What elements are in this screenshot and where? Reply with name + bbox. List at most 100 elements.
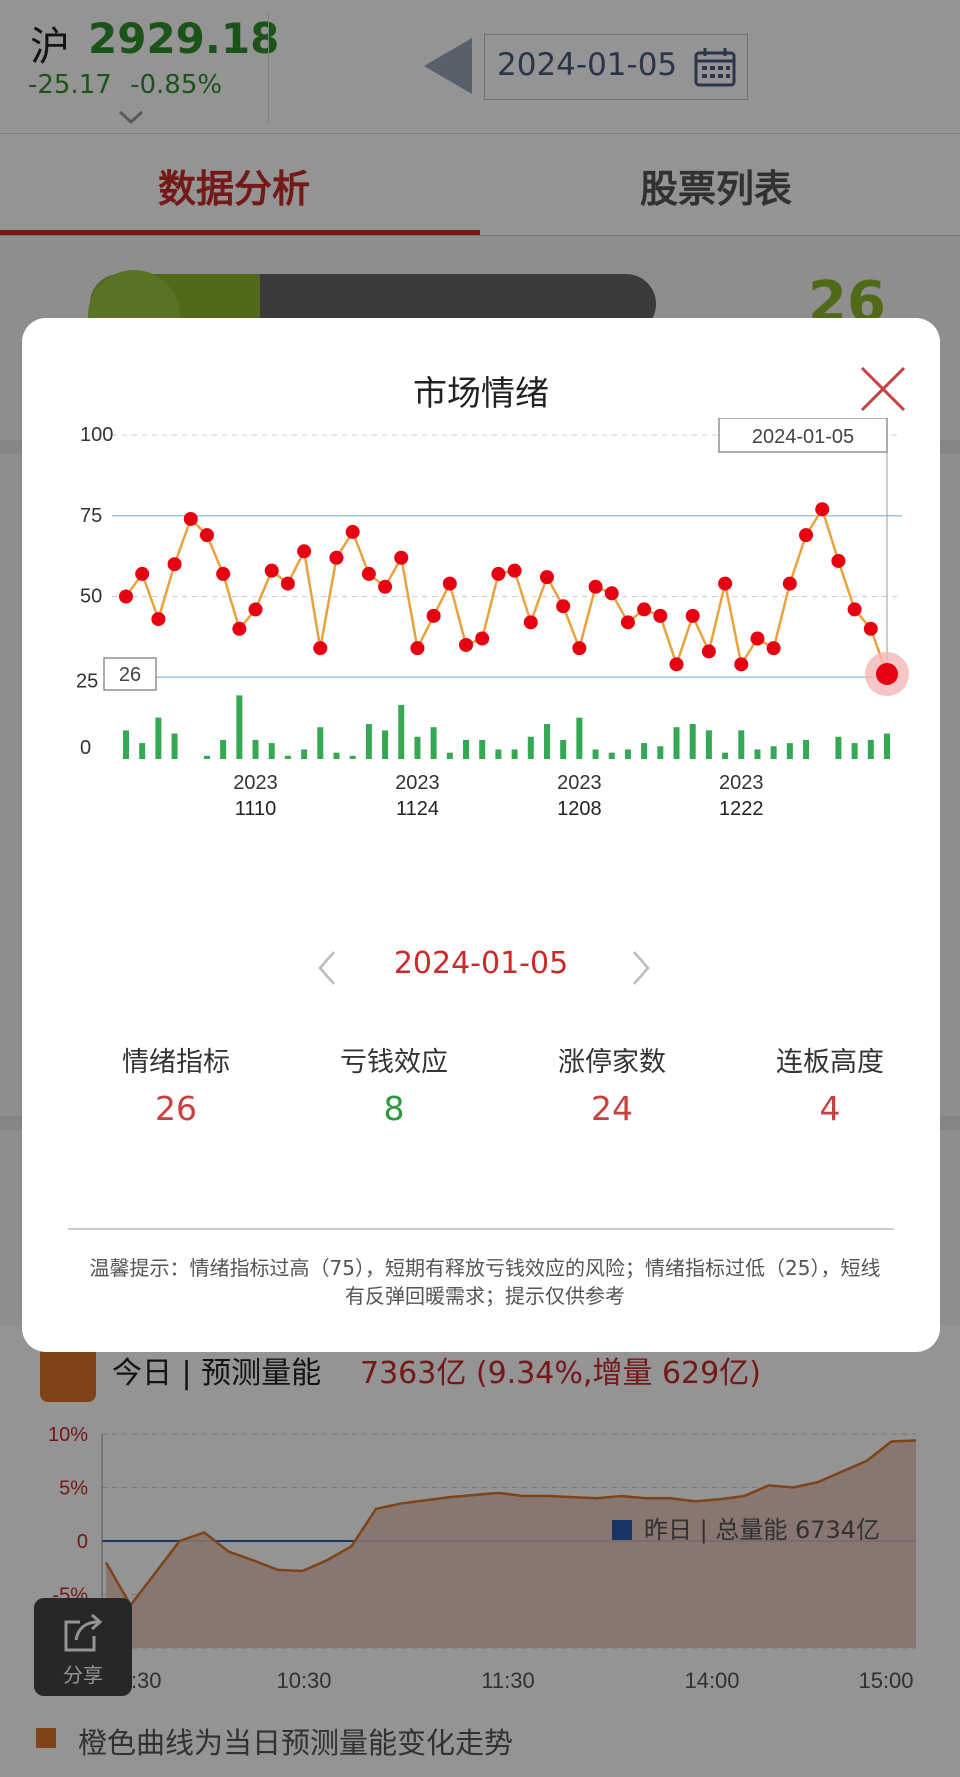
volume-bar: [463, 739, 470, 759]
volume-bar: [479, 739, 486, 759]
stat-value: 4: [819, 1089, 841, 1128]
date-picker[interactable]: 2024-01-05: [484, 34, 748, 100]
x-tick-year: 2023: [719, 772, 764, 794]
data-point: [718, 576, 733, 591]
data-point: [507, 563, 522, 578]
volume-bar: [560, 739, 567, 759]
tooltip-date-text: 2024-01-05: [752, 426, 854, 448]
data-point: [572, 641, 587, 656]
volume-bar: [689, 724, 696, 759]
stat-label: 亏钱效应: [340, 1047, 448, 1078]
volume-footnote: 橙色曲线为当日预测量能变化走势: [78, 1726, 514, 1760]
data-point: [167, 557, 182, 572]
data-point: [280, 576, 295, 591]
stat-label: 情绪指标: [122, 1047, 230, 1078]
volume-bar: [268, 743, 275, 759]
share-button[interactable]: 分享: [34, 1598, 132, 1696]
calendar-icon: [694, 48, 736, 87]
volume-bar: [592, 749, 599, 759]
data-point: [863, 621, 878, 636]
data-point: [232, 621, 247, 636]
current-value-box: [103, 657, 157, 691]
tab-stock-list[interactable]: 股票列表: [640, 167, 793, 211]
volume-bar: [495, 749, 502, 759]
data-point: [750, 631, 765, 646]
volume-y-tick: 0: [77, 1531, 88, 1553]
data-point: [459, 637, 474, 652]
volume-bar: [608, 752, 615, 759]
x-tick-year: 2023: [557, 772, 602, 794]
volume-bar: [333, 752, 340, 759]
volume-bar: [301, 749, 308, 759]
volume-y-tick: 5%: [59, 1478, 88, 1500]
footnote-swatch: [36, 1728, 56, 1748]
index-value: 2929.18: [88, 14, 280, 63]
volume-bar: [511, 749, 518, 759]
current-value-label: 26: [119, 664, 141, 686]
data-point: [151, 612, 166, 627]
current-data-point: [876, 663, 898, 686]
tooltip-date-box: [718, 418, 888, 453]
stat-value: 8: [383, 1089, 405, 1128]
sentiment-chart[interactable]: 100 75 50 25 0 2024-01-05 26 2023 1110 2023 1124 20…: [22, 418, 940, 858]
close-icon[interactable]: [858, 364, 908, 414]
index-change-pct: -0.85%: [130, 70, 223, 100]
volume-bar: [155, 717, 162, 759]
data-point: [799, 528, 814, 543]
volume-bar: [867, 739, 874, 759]
stat-sentiment-index: 情绪指标 26: [67, 1040, 285, 1128]
active-tab-indicator: [0, 230, 480, 235]
y-tick-label: 75: [80, 505, 102, 527]
volume-value: 7363亿 (9.34%,增量 629亿): [360, 1356, 761, 1391]
stat-limit-up-count: 涨停家数 24: [503, 1040, 721, 1128]
previous-date-icon[interactable]: [424, 38, 472, 94]
tab-bar: 数据分析 股票列表: [0, 134, 960, 236]
previous-day-icon[interactable]: [312, 948, 342, 988]
data-point: [815, 502, 830, 517]
data-point: [701, 644, 716, 659]
volume-bar: [252, 739, 259, 759]
tab-data-analysis[interactable]: 数据分析: [158, 167, 311, 211]
x-tick-date: 1124: [396, 798, 439, 820]
next-day-icon[interactable]: [626, 948, 656, 988]
volume-bar: [884, 733, 890, 759]
volume-y-tick: 10%: [48, 1424, 88, 1446]
index-change-abs: -25.17: [28, 70, 112, 100]
stat-value: 26: [155, 1089, 197, 1128]
volume-bar: [722, 752, 729, 759]
data-point: [669, 657, 684, 672]
volume-bar: [284, 755, 291, 759]
volume-bar: [543, 724, 550, 759]
y-tick-label: 100: [80, 424, 113, 446]
volume-bar: [641, 743, 648, 759]
data-point: [199, 528, 214, 543]
volume-bar: [673, 727, 680, 759]
volume-bar: [317, 727, 324, 759]
y-tick-label: 0: [80, 737, 91, 759]
index-name: 沪: [30, 24, 70, 70]
data-point: [734, 657, 749, 672]
volume-bar: [349, 755, 356, 759]
data-point: [361, 566, 376, 581]
volume-bar: [527, 736, 534, 759]
volume-bar: [382, 730, 389, 759]
data-point: [556, 599, 571, 614]
data-point: [475, 631, 490, 646]
volume-bar: [139, 743, 146, 759]
volume-bar: [414, 736, 421, 759]
volume-bar: [803, 739, 810, 759]
stats-row: 情绪指标 26 亏钱效应 8 涨停家数 24 连板高度 4: [22, 1040, 940, 1140]
share-label: 分享: [63, 1663, 103, 1687]
data-point: [410, 641, 425, 656]
yesterday-volume-legend: 昨日 | 总量能 6734亿: [612, 1510, 880, 1545]
data-point: [248, 602, 263, 617]
data-point: [766, 641, 781, 656]
x-tick-date: 1208: [557, 798, 602, 820]
chevron-down-icon[interactable]: [118, 104, 144, 130]
data-point: [442, 576, 457, 591]
volume-bar: [738, 730, 745, 759]
volume-bar: [851, 743, 858, 759]
stat-loss-effect: 亏钱效应 8: [285, 1040, 503, 1128]
data-point: [523, 615, 538, 630]
data-point: [847, 602, 862, 617]
